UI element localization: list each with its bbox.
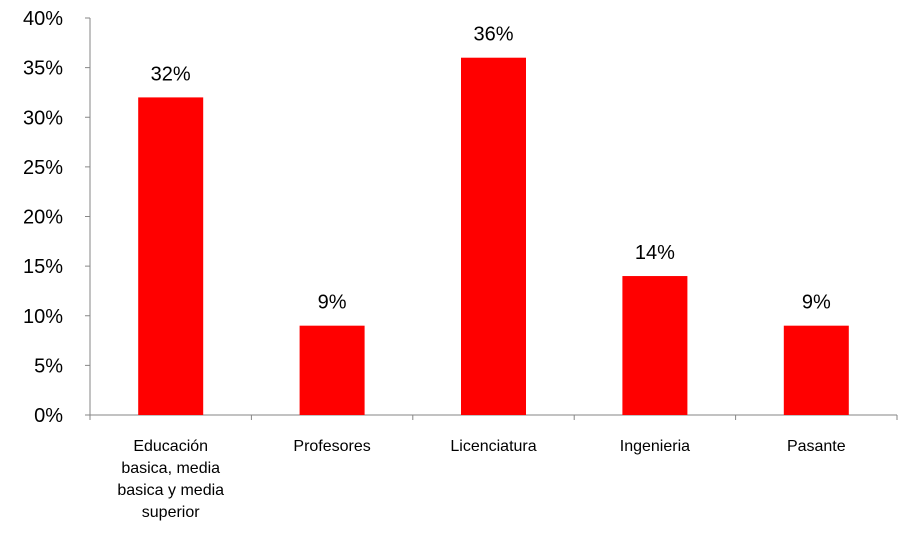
x-tick-label-line: Educación [133, 438, 209, 455]
x-tick-label: Profesores [257, 436, 407, 458]
data-label: 9% [802, 292, 831, 314]
bar [138, 97, 204, 416]
data-label: 36% [473, 24, 513, 46]
x-tick-label-line: basica, media [121, 460, 221, 477]
bar [461, 57, 526, 415]
data-label: 32% [151, 63, 191, 85]
x-tick-label-line: basica y media [117, 482, 225, 499]
y-tick-label: 10% [23, 306, 63, 328]
bar [783, 325, 849, 415]
y-tick-label: 5% [34, 355, 63, 377]
y-tick-label: 20% [23, 207, 63, 229]
x-tick-label-line: superior [141, 504, 200, 521]
x-tick-label-line: Profesores [293, 438, 371, 455]
y-tick-label: 0% [34, 405, 63, 427]
x-axis [89, 414, 898, 420]
y-axis: 0% 5% 10% 15% 20% 25% 30% 35% 40% [23, 8, 91, 427]
x-tick-label-line: Ingenieria [619, 438, 691, 455]
data-label: 9% [318, 292, 347, 314]
bar [299, 325, 365, 415]
x-tick-label: Educación basica, media basica y media supe… [96, 436, 246, 524]
y-tick-label: 40% [23, 8, 63, 30]
y-tick-label: 30% [23, 107, 63, 129]
y-tick-label: 35% [23, 58, 63, 80]
x-tick-label-line: Licenciatura [450, 438, 537, 455]
x-tick-label: Ingenieria [580, 436, 730, 458]
x-tick-label: Pasante [741, 436, 891, 458]
bar [622, 276, 688, 415]
x-tick-label-line: Pasante [786, 438, 846, 455]
data-labels-group: 32% 9% 36% 14% 9% [151, 24, 831, 314]
y-tick-label: 25% [23, 157, 63, 179]
data-label: 14% [635, 242, 675, 264]
y-tick-label: 15% [23, 256, 63, 278]
bars-group [138, 57, 849, 416]
x-tick-label: Licenciatura [419, 436, 569, 458]
